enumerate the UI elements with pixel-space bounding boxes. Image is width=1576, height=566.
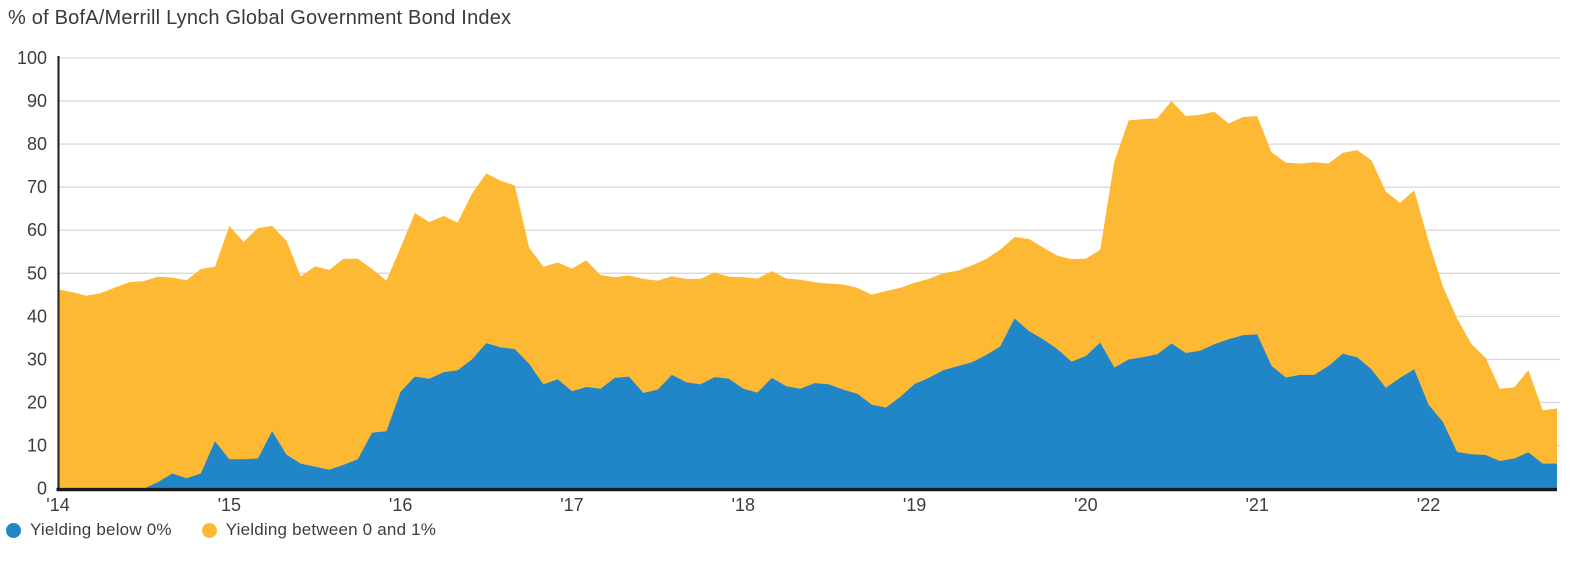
x-axis-tick-label: '18 <box>732 495 755 515</box>
x-axis-tick-label: '17 <box>560 495 583 515</box>
legend-item-yielding-between-0-and-1: Yielding between 0 and 1% <box>201 520 437 540</box>
y-axis-tick-label: 100 <box>17 48 47 68</box>
y-axis-tick-label: 0 <box>37 479 47 499</box>
y-axis-tick-label: 30 <box>27 349 47 369</box>
blue-series-dot-icon <box>6 522 21 538</box>
area-yielding-below-0 <box>58 318 1557 489</box>
x-axis-tick-label: '19 <box>903 495 926 515</box>
yellow-series-dot-icon <box>201 522 217 538</box>
y-axis-tick-label: 80 <box>27 134 47 154</box>
x-axis-tick-label: '16 <box>389 495 412 515</box>
x-axis-tick-label: '14 <box>46 495 69 515</box>
y-axis-tick-label: 40 <box>27 306 47 326</box>
x-axis-tick-label: '15 <box>218 495 241 515</box>
x-axis-tick-label: '20 <box>1074 495 1097 515</box>
legend-item-yielding-below-0: Yielding below 0% <box>6 520 172 540</box>
y-axis-tick-label: 10 <box>27 436 47 456</box>
chart-legend: Yielding below 0% Yielding between 0 and… <box>6 520 436 540</box>
x-axis-tick-label: '22 <box>1417 495 1440 515</box>
x-axis-tick-label: '21 <box>1245 495 1268 515</box>
chart-title: % of BofA/Merrill Lynch Global Governmen… <box>8 7 512 29</box>
legend-label: Yielding below 0% <box>30 520 172 539</box>
y-axis-tick-label: 90 <box>27 91 47 111</box>
y-axis-tick-label: 50 <box>27 263 47 283</box>
y-axis-tick-label: 20 <box>27 392 47 412</box>
y-axis-tick-label: 70 <box>27 177 47 197</box>
legend-label: Yielding between 0 and 1% <box>225 520 437 539</box>
y-axis-tick-label: 60 <box>27 220 47 240</box>
